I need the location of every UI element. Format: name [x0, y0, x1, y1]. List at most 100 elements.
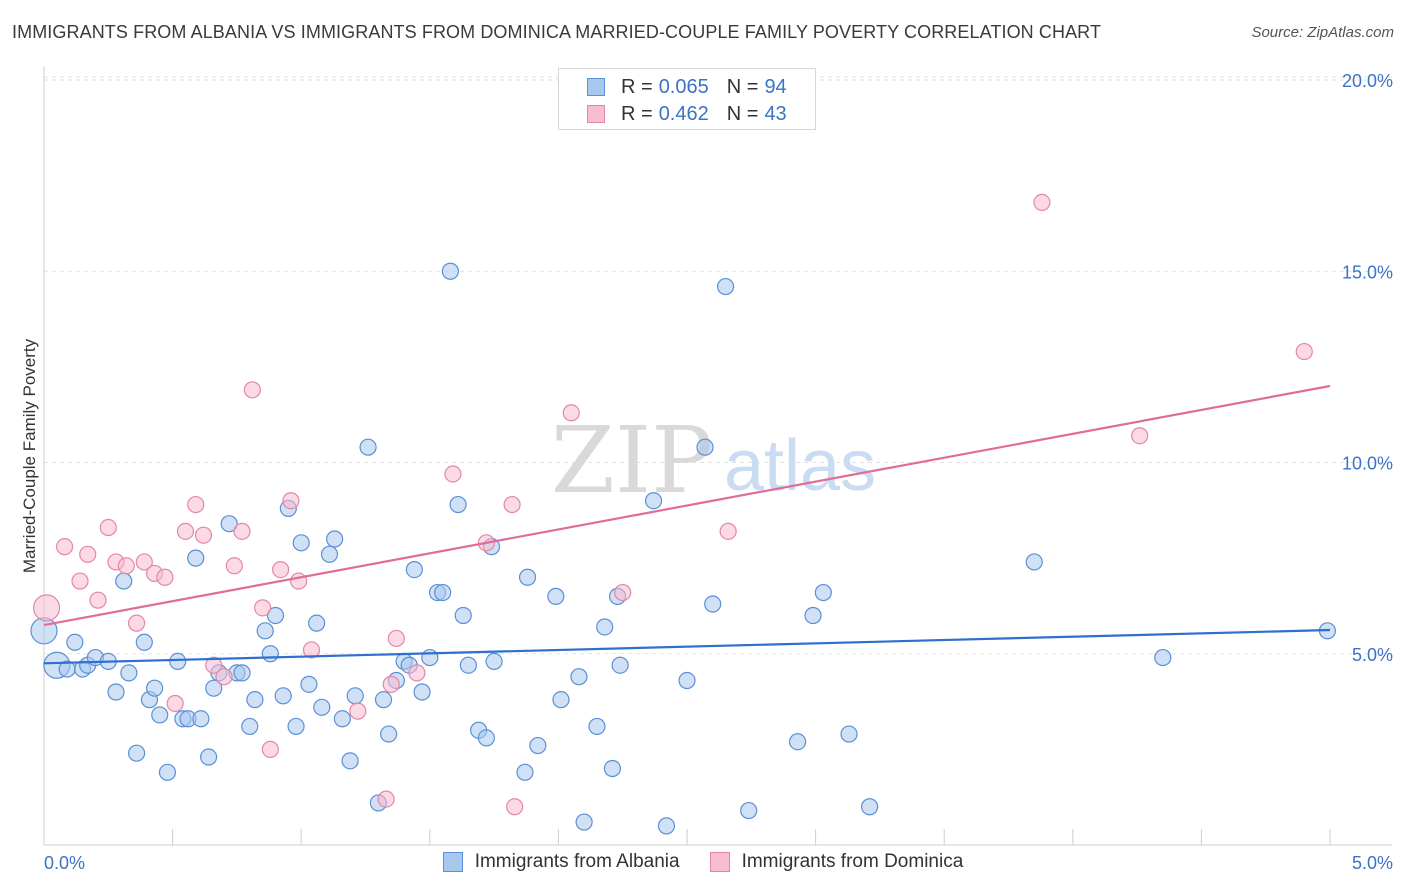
albania-point	[266, 606, 285, 625]
dominica-point	[225, 557, 243, 575]
albania-point	[696, 438, 714, 456]
grid	[44, 76, 1392, 655]
albania-point	[788, 733, 807, 751]
dominica-point	[79, 545, 97, 563]
legend-item-dominica[interactable]: Immigrants from Dominica	[709, 851, 963, 873]
albania-point	[120, 664, 138, 682]
albania-point	[341, 752, 359, 770]
albania-point	[657, 817, 676, 835]
y-tick-label: 5.0%	[1352, 645, 1393, 665]
dominica-point	[127, 614, 146, 632]
albania-point	[529, 736, 547, 755]
albania-trend-line	[43, 628, 1331, 665]
watermark-zip: ZIP	[551, 407, 713, 514]
albania-point	[1154, 648, 1172, 667]
albania-point	[644, 492, 663, 510]
watermark: ZIP atlas	[551, 407, 876, 514]
series-albania	[30, 262, 1337, 835]
albania-point	[740, 801, 758, 820]
albania-point	[261, 645, 279, 663]
albania-point	[485, 652, 503, 671]
dominica-point	[156, 568, 174, 586]
albania-point	[346, 687, 364, 705]
albania-point	[1025, 553, 1043, 571]
albania-point	[454, 606, 472, 625]
series-dominica	[32, 193, 1313, 816]
r-value: 0.462	[658, 102, 709, 125]
albania-point	[716, 277, 735, 296]
albania-point	[518, 568, 537, 586]
dominica-point	[261, 740, 279, 758]
y-tick-label: 10.0%	[1342, 454, 1393, 474]
dominica-point	[562, 404, 580, 422]
n-label: N =	[726, 75, 759, 98]
dominica-point	[290, 572, 308, 590]
albania-point	[30, 617, 58, 645]
albania-point	[256, 622, 274, 640]
albania-point	[380, 725, 398, 743]
legend-item-albania[interactable]: Immigrants from Albania	[442, 851, 680, 873]
albania-point	[200, 748, 218, 766]
albania-point	[575, 813, 593, 831]
albania-point	[151, 706, 169, 724]
albania-point	[477, 729, 495, 747]
dominica-point	[205, 656, 223, 674]
albania-point	[516, 763, 534, 781]
albania-point	[326, 530, 344, 548]
albania-point	[333, 710, 351, 728]
albania-point	[220, 515, 238, 533]
albania-legend-label: Immigrants from Albania	[474, 851, 680, 872]
dominica-point	[215, 668, 233, 686]
albania-point	[861, 798, 879, 816]
dominica-point	[719, 522, 737, 540]
correlation-legend: R = 0.065 N = 94 R = 0.462 N = 43	[558, 68, 816, 130]
albania-point	[308, 614, 326, 632]
albania-point	[704, 595, 722, 613]
albania-point	[320, 545, 339, 563]
dominica-point	[254, 599, 272, 617]
r-label: R =	[621, 102, 653, 125]
albania-point	[421, 648, 439, 667]
y-axis-label: Married-Couple Family Poverty	[20, 338, 39, 574]
albania-point	[449, 495, 467, 514]
dominica-point	[503, 495, 521, 514]
dominica-point	[614, 583, 632, 602]
dominica-point	[89, 591, 107, 609]
albania-swatch	[587, 78, 605, 96]
source-label: Source: ZipAtlas.com	[1251, 24, 1394, 41]
albania-point	[405, 560, 423, 579]
watermark-atlas: atlas	[724, 426, 876, 506]
albania-point	[840, 725, 858, 743]
dominica-point	[506, 798, 524, 816]
albania-point	[359, 438, 377, 456]
series-legend: Immigrants from Albania Immigrants from …	[0, 851, 1406, 873]
y-tick-label: 20.0%	[1342, 71, 1393, 91]
dominica-point	[187, 495, 205, 514]
albania-point	[804, 606, 822, 625]
dominica-point	[1131, 427, 1149, 445]
dominica-point	[194, 526, 213, 544]
albania-point	[374, 691, 393, 709]
albania-point	[127, 744, 146, 762]
chart-title: IMMIGRANTS FROM ALBANIA VS IMMIGRANTS FR…	[12, 22, 1102, 42]
albania-point	[588, 717, 606, 736]
x-tick-label: 0.0%	[44, 853, 85, 873]
dominica-point	[387, 629, 405, 648]
albania-point	[187, 549, 205, 567]
albania-point	[205, 679, 223, 697]
dominica-swatch	[587, 105, 605, 123]
dominica-point	[377, 790, 395, 808]
trend-lines	[43, 384, 1331, 665]
n-value: 43	[764, 102, 787, 125]
albania-point	[300, 675, 318, 693]
albania-point	[115, 572, 133, 590]
dominica-point	[444, 465, 462, 483]
albania-point	[66, 633, 84, 651]
tick-labels: 5.0% 10.0% 15.0% 20.0% 0.0% 5.0%	[44, 71, 1393, 873]
albania-point	[814, 583, 832, 602]
albania-point	[292, 534, 310, 552]
axes	[43, 66, 1392, 846]
y-tick-label: 15.0%	[1342, 262, 1393, 282]
albania-point	[158, 763, 177, 781]
albania-point	[241, 717, 259, 736]
